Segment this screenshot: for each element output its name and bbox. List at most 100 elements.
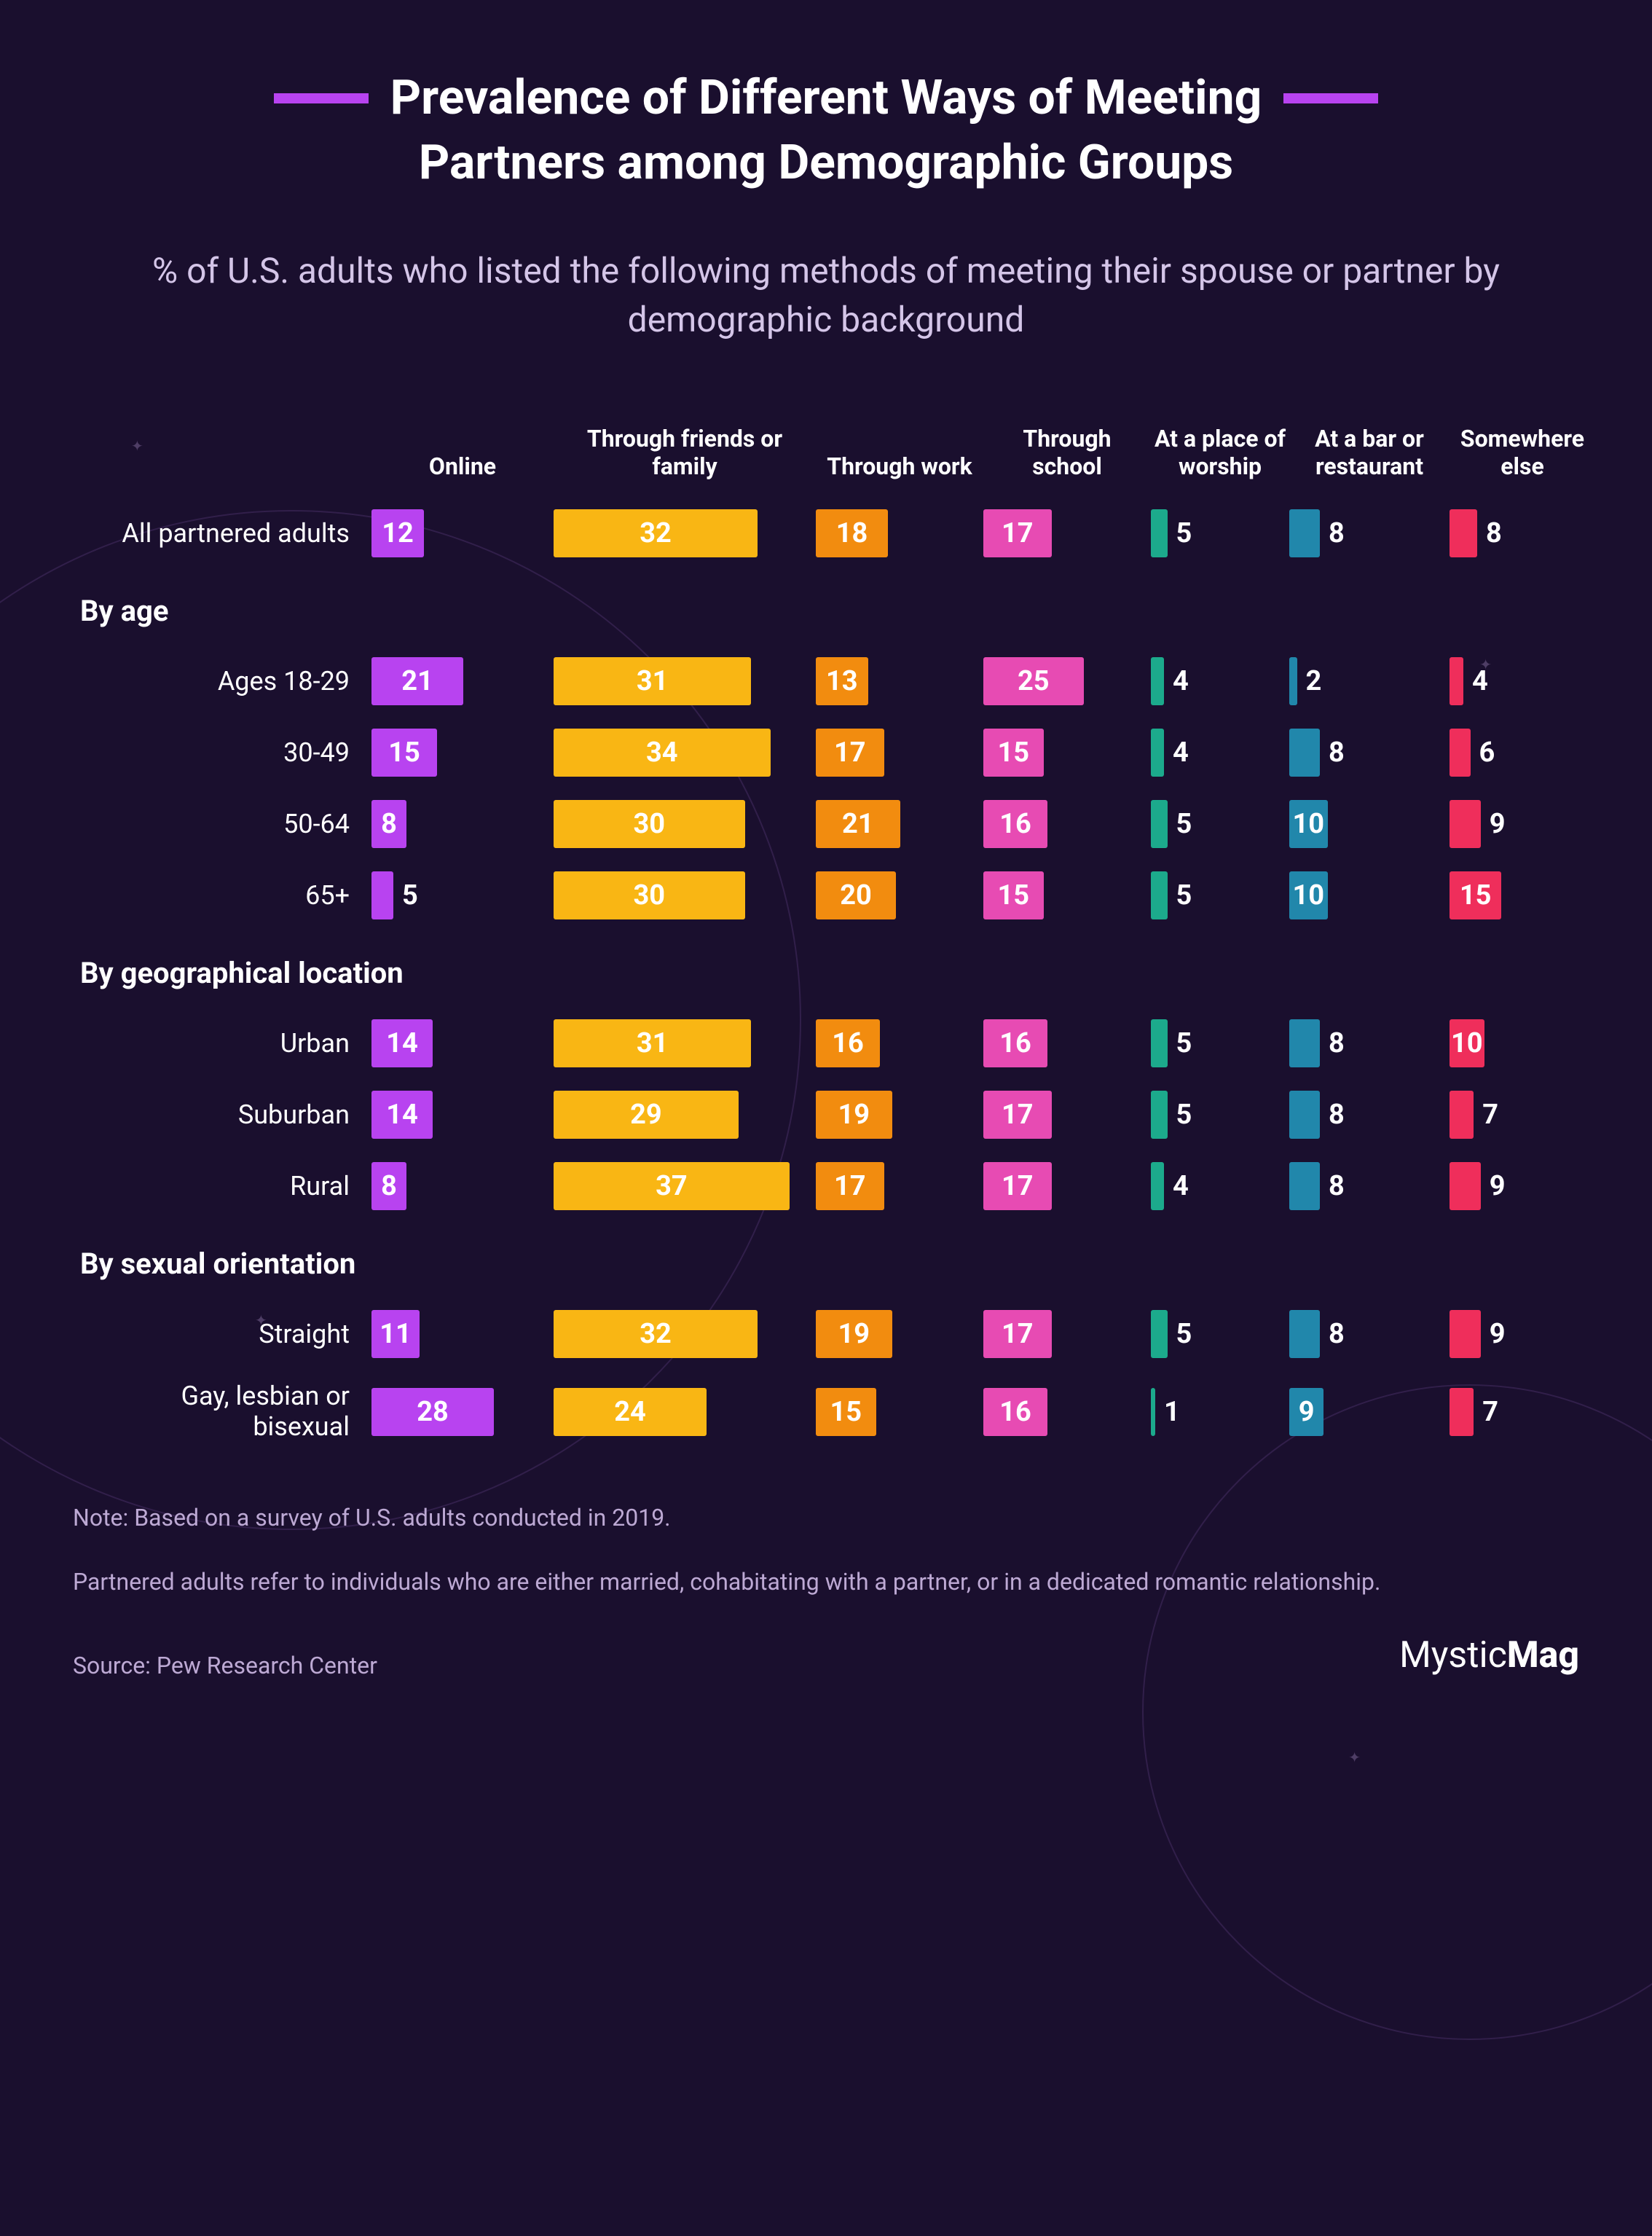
column-header: Through school (983, 425, 1151, 481)
title-line-1: Prevalence of Different Ways of Meeting (390, 66, 1262, 130)
bar (1450, 1388, 1474, 1436)
bar-cell: 14 (371, 1019, 554, 1067)
bar: 18 (816, 509, 888, 557)
source-text: Source: Pew Research Center (73, 1648, 377, 1683)
bar-cell: 8 (1289, 729, 1450, 777)
bar-cell: 10 (1450, 1019, 1595, 1067)
bar (371, 871, 393, 919)
bar-value: 17 (1002, 1170, 1034, 1202)
data-row: Straight11321917589 (80, 1310, 1572, 1358)
bar-value: 10 (1451, 1027, 1483, 1059)
bar: 17 (983, 1091, 1052, 1139)
column-header: Online (371, 452, 554, 480)
title-block: Prevalence of Different Ways of Meeting … (73, 66, 1579, 195)
bar-cell: 8 (371, 1162, 554, 1210)
bar-cell: 31 (554, 1019, 816, 1067)
bar (1289, 1162, 1320, 1210)
bar-cell: 17 (983, 1091, 1151, 1139)
bar: 15 (983, 729, 1044, 777)
bar-cell: 15 (371, 729, 554, 777)
row-label: Straight (80, 1319, 371, 1349)
bar: 30 (554, 871, 745, 919)
column-header: Through work (816, 452, 983, 480)
bar-cell: 4 (1151, 729, 1289, 777)
bar-value: 9 (1299, 1396, 1315, 1428)
bar-value: 17 (1002, 1318, 1034, 1350)
bar-cell: 5 (1151, 509, 1289, 557)
bar: 16 (983, 800, 1047, 848)
bar-cell: 8 (1289, 1019, 1450, 1067)
bar (1289, 657, 1297, 705)
bar-cell: 17 (983, 1162, 1151, 1210)
bar (1151, 1091, 1168, 1139)
bar-cell: 15 (816, 1388, 983, 1436)
bar-cell: 21 (816, 800, 983, 848)
bar-value: 14 (386, 1027, 418, 1059)
bar: 8 (371, 1162, 406, 1210)
bar-cell: 18 (816, 509, 983, 557)
section-heading: By age (80, 594, 1572, 628)
bar-cell: 5 (1151, 1091, 1289, 1139)
bar-cell: 37 (554, 1162, 816, 1210)
row-label: Suburban (80, 1100, 371, 1130)
bar-cell: 11 (371, 1310, 554, 1358)
bar-value: 8 (1329, 1170, 1345, 1202)
bar (1450, 1162, 1481, 1210)
bar (1289, 509, 1320, 557)
bar-value: 20 (840, 879, 872, 911)
column-headers-row: OnlineThrough friends or familyThrough w… (80, 425, 1572, 481)
bar-value: 16 (999, 1396, 1031, 1428)
bar-value: 17 (1002, 1099, 1034, 1131)
bar: 13 (816, 657, 868, 705)
bar-value: 24 (614, 1396, 646, 1428)
bar-value: 10 (1292, 879, 1324, 911)
bar-cell: 8 (1450, 509, 1595, 557)
bar (1450, 1310, 1481, 1358)
bar-value: 6 (1479, 737, 1495, 769)
row-label: 50-64 (80, 809, 371, 839)
bar: 9 (1289, 1388, 1323, 1436)
bar-cell: 5 (1151, 1019, 1289, 1067)
bar-cell: 16 (983, 1388, 1151, 1436)
bar-cell: 4 (1450, 657, 1595, 705)
bar: 15 (983, 871, 1044, 919)
bar-value: 9 (1490, 1170, 1506, 1202)
bar-value: 34 (646, 737, 678, 769)
bar: 30 (554, 800, 745, 848)
bar-cell: 5 (1151, 800, 1289, 848)
bar-value: 10 (1292, 808, 1324, 840)
bar: 16 (983, 1388, 1047, 1436)
bar-value: 37 (656, 1170, 688, 1202)
bar: 32 (554, 1310, 758, 1358)
bar-value: 12 (382, 517, 414, 549)
bar-value: 5 (1176, 1318, 1192, 1350)
row-label: 30-49 (80, 738, 371, 768)
data-row: 30-4915341715486 (80, 729, 1572, 777)
bar: 19 (816, 1091, 892, 1139)
bar-cell: 8 (371, 800, 554, 848)
bar: 8 (371, 800, 406, 848)
bar (1151, 1310, 1168, 1358)
bar-cell: 8 (1289, 1162, 1450, 1210)
data-row: 65+530201551015 (80, 871, 1572, 919)
bar: 10 (1289, 800, 1328, 848)
note-text: Partnered adults refer to individuals wh… (73, 1564, 1579, 1599)
bar-value: 8 (1329, 1318, 1345, 1350)
bar: 31 (554, 1019, 751, 1067)
bar-cell: 10 (1289, 871, 1450, 919)
footer: Source: Pew Research Center MysticMag (73, 1628, 1579, 1683)
bar-cell: 5 (1151, 871, 1289, 919)
bar-cell: 31 (554, 657, 816, 705)
bar-cell: 13 (816, 657, 983, 705)
logo: MysticMag (1399, 1628, 1579, 1683)
bar (1151, 800, 1168, 848)
bar-cell: 9 (1450, 800, 1595, 848)
bar-cell: 32 (554, 509, 816, 557)
bar-value: 8 (1329, 1099, 1345, 1131)
bar (1289, 1091, 1320, 1139)
bar: 14 (371, 1019, 433, 1067)
bar-cell: 19 (816, 1091, 983, 1139)
bar: 15 (1450, 871, 1501, 919)
data-row: Ages 18-2921311325424 (80, 657, 1572, 705)
bar-value: 1 (1164, 1396, 1180, 1428)
